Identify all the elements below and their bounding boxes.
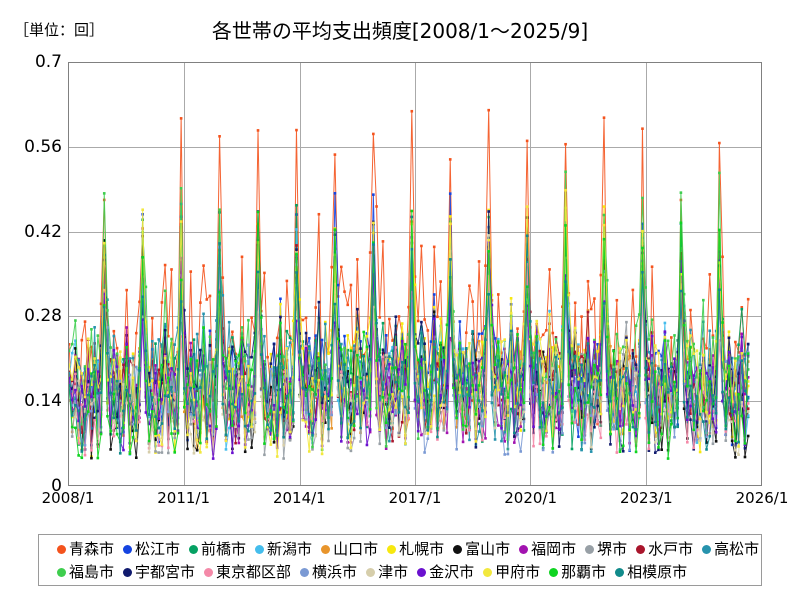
legend-marker-icon xyxy=(636,545,646,554)
legend-item-label: 福岡市 xyxy=(531,540,577,558)
legend-item-label: 甲府市 xyxy=(495,563,541,581)
legend-item[interactable]: 富山市 xyxy=(453,542,510,557)
unit-label: ［単位：回］ xyxy=(14,21,105,39)
legend-item[interactable]: 津市 xyxy=(366,565,408,580)
x-axis-tick-label: 2023/1 xyxy=(619,489,673,507)
legend-item-label: 高松市 xyxy=(714,540,760,558)
legend-item-label: 新潟市 xyxy=(267,540,313,558)
legend-item[interactable]: 松江市 xyxy=(123,542,180,557)
legend-item-label: 金沢市 xyxy=(429,563,475,581)
legend-item-label: 水戸市 xyxy=(648,540,694,558)
legend-item[interactable]: 甲府市 xyxy=(483,565,540,580)
chart-svg xyxy=(69,63,761,485)
legend-marker-icon xyxy=(549,568,559,577)
legend-marker-icon xyxy=(123,568,133,577)
x-axis-labels: 2008/1 2011/1 2014/1 2017/1 2020/1 2023/1 2026… xyxy=(0,489,800,513)
x-axis-tick-label: 2026/1 xyxy=(735,489,789,507)
legend-item[interactable]: 青森市 xyxy=(57,542,114,557)
legend-marker-icon xyxy=(453,545,463,554)
legend-item-label: 札幌市 xyxy=(399,540,445,558)
legend-item-label: 堺市 xyxy=(597,540,628,558)
legend-marker-icon xyxy=(57,545,66,554)
legend-item[interactable]: 高松市 xyxy=(702,542,759,557)
y-axis-tick-label: 0.56 xyxy=(24,136,62,157)
x-axis-tick-label: 2011/1 xyxy=(157,489,211,507)
y-axis-tick-label: 0.42 xyxy=(24,221,62,242)
legend-marker-icon xyxy=(615,568,625,577)
legend-marker-icon xyxy=(321,545,331,554)
legend-marker-icon xyxy=(123,545,133,554)
series-markers xyxy=(69,234,750,455)
legend-marker-icon xyxy=(585,545,595,554)
legend-row-1: 青森市 松江市 前橋市 新潟市 山口市 札幌市 富山市 福岡市 堺市 水戸市 高松市 xyxy=(39,538,761,561)
chart-legend: 青森市 松江市 前橋市 新潟市 山口市 札幌市 富山市 福岡市 堺市 水戸市 高松市 福島市 宇都宮市… xyxy=(38,534,762,586)
x-axis-tick-label: 2014/1 xyxy=(272,489,326,507)
legend-item-label: 東京都区部 xyxy=(216,563,292,581)
legend-item[interactable]: 札幌市 xyxy=(387,542,444,557)
legend-marker-icon xyxy=(57,568,66,577)
legend-item[interactable]: 横浜市 xyxy=(300,565,357,580)
y-axis-tick-label: 0.14 xyxy=(24,391,62,412)
legend-marker-icon xyxy=(366,568,376,577)
legend-marker-icon xyxy=(300,568,310,577)
legend-item-label: 横浜市 xyxy=(312,563,358,581)
legend-item-label: 山口市 xyxy=(333,540,379,558)
y-axis-tick-label: 0.28 xyxy=(24,306,62,327)
legend-item[interactable]: 福岡市 xyxy=(519,542,576,557)
plot-area xyxy=(68,62,762,486)
legend-marker-icon xyxy=(255,545,265,554)
chart-title: 各世帯の平均支出頻度[2008/1〜2025/9] xyxy=(211,19,589,43)
legend-item-label: 青森市 xyxy=(69,540,115,558)
legend-marker-icon xyxy=(387,545,397,554)
legend-item[interactable]: 山口市 xyxy=(321,542,378,557)
legend-item[interactable]: 東京都区部 xyxy=(204,565,291,580)
legend-item-label: 富山市 xyxy=(465,540,511,558)
x-axis-tick-label: 2020/1 xyxy=(504,489,558,507)
y-axis-labels: 0 0.14 0.28 0.42 0.56 0.7 xyxy=(0,0,62,600)
legend-item-label: 前橋市 xyxy=(201,540,247,558)
legend-item[interactable]: 相模原市 xyxy=(615,565,687,580)
legend-marker-icon xyxy=(204,568,214,577)
legend-marker-icon xyxy=(519,545,529,554)
legend-marker-icon xyxy=(417,568,427,577)
legend-marker-icon xyxy=(702,545,712,554)
legend-item[interactable]: 宇都宮市 xyxy=(123,565,195,580)
series-markers xyxy=(69,209,750,460)
legend-marker-icon xyxy=(189,545,199,554)
legend-item[interactable]: 福島市 xyxy=(57,565,114,580)
legend-item[interactable]: 新潟市 xyxy=(255,542,312,557)
legend-item-label: 宇都宮市 xyxy=(135,563,196,581)
legend-item[interactable]: 堺市 xyxy=(585,542,627,557)
legend-item-label: 福島市 xyxy=(69,563,115,581)
legend-marker-icon xyxy=(483,568,493,577)
y-axis-tick-label: 0 xyxy=(51,476,62,496)
legend-item[interactable]: 金沢市 xyxy=(417,565,474,580)
y-axis-tick-label: 0.7 xyxy=(34,52,62,72)
legend-row-2: 福島市 宇都宮市 東京都区部 横浜市 津市 金沢市 甲府市 那覇市 相模原市 xyxy=(39,561,761,584)
x-axis-tick-label: 2008/1 xyxy=(41,489,95,507)
legend-item-label: 松江市 xyxy=(135,540,181,558)
data-series-group xyxy=(69,108,750,460)
legend-item[interactable]: 那覇市 xyxy=(549,565,606,580)
legend-item-label: 相模原市 xyxy=(627,563,688,581)
legend-item-label: 那覇市 xyxy=(561,563,607,581)
x-axis-tick-label: 2017/1 xyxy=(388,489,442,507)
legend-item[interactable]: 前橋市 xyxy=(189,542,246,557)
legend-item[interactable]: 水戸市 xyxy=(636,542,693,557)
legend-item-label: 津市 xyxy=(378,563,409,581)
